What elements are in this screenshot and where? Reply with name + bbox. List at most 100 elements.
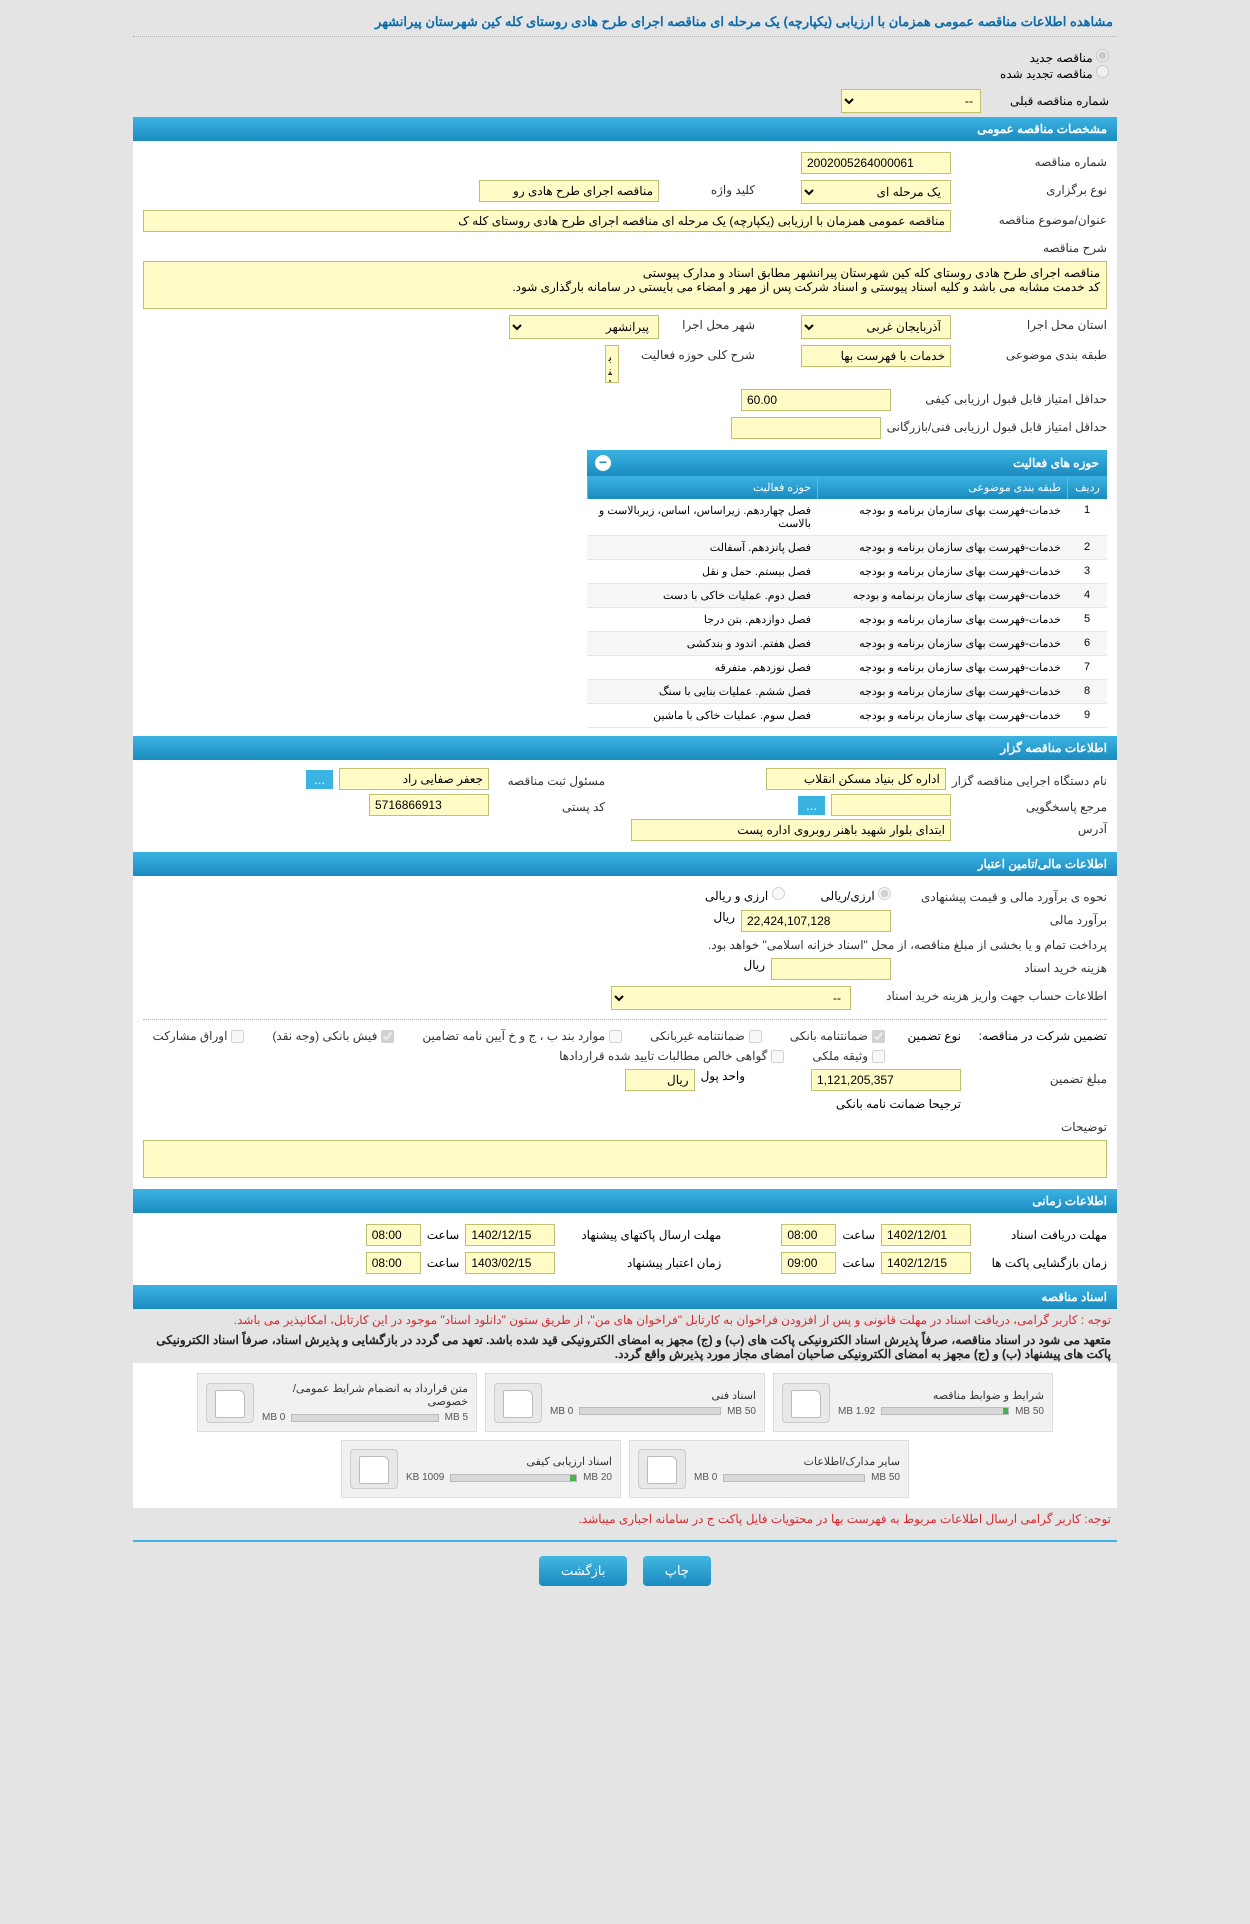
- docs-warn-1: توجه : کاربر گرامی، دریافت اسناد در مهلت…: [133, 1309, 1117, 1331]
- min-tech-field: [731, 417, 881, 439]
- th-act: حوزه فعالیت: [587, 476, 817, 499]
- section-timing-header: اطلاعات زمانی: [133, 1189, 1117, 1213]
- table-row: 8خدمات-فهرست بهای سازمان برنامه و بودجهف…: [587, 680, 1107, 704]
- topic-label: طبقه بندی موضوعی: [957, 345, 1107, 362]
- section-documents-header: اسناد مناقصه: [133, 1285, 1117, 1309]
- min-qual-field: [741, 389, 891, 411]
- province-label: استان محل اجرا: [957, 315, 1107, 332]
- desc-field: مناقصه اجرای طرح هادی روستای کله کین شهر…: [143, 261, 1107, 309]
- guarantee-type-label: نوع تضمین: [891, 1029, 961, 1043]
- unit-label: واحد پول: [701, 1069, 745, 1083]
- subject-label: عنوان/موضوع مناقصه: [957, 210, 1107, 227]
- back-button[interactable]: بازگشت: [539, 1556, 627, 1586]
- activities-table: حوزه های فعالیت − ردیف طبقه بندی موضوعی …: [587, 450, 1107, 728]
- folder-icon: [638, 1449, 686, 1489]
- doc-card[interactable]: اسناد ارزیابی کیفی 20 MB1009 KB: [341, 1440, 621, 1498]
- th-idx: ردیف: [1067, 476, 1107, 499]
- keyword-field: [479, 180, 659, 202]
- note-label: توضیحات: [967, 1117, 1107, 1134]
- doc-cost-field: [771, 958, 891, 980]
- activities-title: حوزه های فعالیت: [1013, 456, 1099, 470]
- table-row: 2خدمات-فهرست بهای سازمان برنامه و بودجهف…: [587, 536, 1107, 560]
- chk-stock[interactable]: اوراق مشارکت: [152, 1029, 244, 1043]
- acct-select[interactable]: --: [611, 986, 851, 1010]
- collapse-icon[interactable]: −: [595, 455, 611, 471]
- docs-warn-2: متعهد می شود در اسناد مناقصه، صرفاً پذیر…: [133, 1331, 1117, 1363]
- table-row: 4خدمات-فهرست بهای سازمان برنمامه و بودجه…: [587, 584, 1107, 608]
- t-submit-label: مهلت ارسال پاکتهای پیشنهاد: [561, 1228, 721, 1242]
- radio-new[interactable]: مناقصه جدید: [1030, 51, 1109, 65]
- doc-card[interactable]: سایر مدارک/اطلاعات 50 MB0 MB: [629, 1440, 909, 1498]
- radio-new-label: مناقصه جدید: [1030, 51, 1093, 65]
- page-title: مشاهده اطلاعات مناقصه عمومی همزمان با ار…: [133, 8, 1117, 37]
- t-receive-label: مهلت دریافت اسناد: [977, 1228, 1107, 1242]
- g-amount-label: مبلغ تضمین: [967, 1069, 1107, 1086]
- t-receive-time: [781, 1224, 836, 1246]
- unit-field: [625, 1069, 695, 1091]
- contact-field: [831, 794, 951, 816]
- tender-no-label: شماره مناقصه: [957, 152, 1107, 169]
- docs-warn-3: توجه: کاربر گرامی ارسال اطلاعات مربوط به…: [133, 1508, 1117, 1530]
- chk-case[interactable]: موارد بند ب ، ج و خ آیین نامه تضامین: [422, 1029, 622, 1043]
- type-label: نوع برگزاری: [957, 180, 1107, 197]
- th-cat: طبقه بندی موضوعی: [817, 476, 1067, 499]
- resp-field: [339, 768, 489, 790]
- chk-nonbank[interactable]: ضمانتنامه غیربانکی: [650, 1029, 762, 1043]
- t-submit-time: [366, 1224, 421, 1246]
- prev-tender-select[interactable]: --: [841, 89, 981, 113]
- doc-cost-label: هزینه خرید اسناد: [897, 958, 1107, 975]
- table-row: 6خدمات-فهرست بهای سازمان برنامه و بودجهف…: [587, 632, 1107, 656]
- table-row: 7خدمات-فهرست بهای سازمان برنامه و بودجهف…: [587, 656, 1107, 680]
- topic-field: [801, 345, 951, 367]
- amount-label: برآورد مالی: [897, 910, 1107, 927]
- contact-lookup-button[interactable]: ...: [798, 796, 825, 815]
- table-row: 5خدمات-فهرست بهای سازمان برنامه و بودجهف…: [587, 608, 1107, 632]
- desc-label: شرح مناقصه: [957, 238, 1107, 255]
- city-select[interactable]: پیرانشهر: [509, 315, 659, 339]
- subject-field: [143, 210, 951, 232]
- address-label: آدرس: [957, 819, 1107, 836]
- opt-rial[interactable]: ارزی/ریالی: [821, 887, 891, 903]
- table-row: 9خدمات-فهرست بهای سازمان برنامه و بودجهف…: [587, 704, 1107, 728]
- t-submit-date: [465, 1224, 555, 1246]
- currency-label: ریال: [713, 910, 735, 924]
- t-valid-time: [366, 1252, 421, 1274]
- org-field: [766, 768, 946, 790]
- province-select[interactable]: آذربایجان غربی: [801, 315, 951, 339]
- resp-label: مسئول ثبت مناقصه: [495, 771, 605, 788]
- doc-card[interactable]: شرایط و ضوابط مناقصه 50 MB1.92 MB: [773, 1373, 1053, 1432]
- keyword-label: کلید واژه: [665, 180, 755, 197]
- activity-desc-label: شرح کلی حوزه فعالیت: [625, 345, 755, 362]
- doc-card[interactable]: متن قرارداد به انضمام شرایط عمومی/خصوصی …: [197, 1373, 477, 1432]
- pref-note: ترجیحا ضمانت نامه بانکی: [836, 1097, 961, 1111]
- postal-label: کد پستی: [495, 797, 605, 814]
- chk-cert[interactable]: گواهی خالص مطالبات تایید شده قراردادها: [559, 1049, 784, 1063]
- chk-bank[interactable]: ضمانتنامه بانکی: [790, 1029, 885, 1043]
- t-open-date: [881, 1252, 971, 1274]
- city-label: شهر محل اجرا: [665, 315, 755, 332]
- section-general-header: مشخصات مناقصه عمومی: [133, 117, 1117, 141]
- min-qual-label: حداقل امتیاز قابل قبول ارزیابی کیفی: [897, 389, 1107, 406]
- section-financial-header: اطلاعات مالی/تامین اعتبار: [133, 852, 1117, 876]
- print-button[interactable]: چاپ: [643, 1556, 711, 1586]
- radio-renewed-label: مناقصه تجدید شده: [1000, 67, 1093, 81]
- t-open-label: زمان بازگشایی پاکت ها: [977, 1256, 1107, 1270]
- radio-renewed[interactable]: مناقصه تجدید شده: [1000, 67, 1109, 81]
- t-open-time: [781, 1252, 836, 1274]
- payment-note: پرداخت تمام و یا بخشی از مبلغ مناقصه، از…: [708, 938, 1107, 952]
- g-amount-field: [811, 1069, 961, 1091]
- doc-card[interactable]: اسناد فنی 50 MB0 MB: [485, 1373, 765, 1432]
- t-valid-date: [465, 1252, 555, 1274]
- type-select[interactable]: یک مرحله ای: [801, 180, 951, 204]
- org-label: نام دستگاه اجرایی مناقصه گزار: [952, 771, 1107, 788]
- amount-field: [741, 910, 891, 932]
- opt-both[interactable]: ارزی و ریالی: [705, 887, 785, 903]
- folder-icon: [782, 1383, 830, 1423]
- chk-property[interactable]: وثیقه ملکی: [812, 1049, 885, 1063]
- postal-field: [369, 794, 489, 816]
- resp-lookup-button[interactable]: ...: [306, 770, 333, 789]
- chk-fish[interactable]: فیش بانکی (وجه نقد): [272, 1029, 394, 1043]
- section-organizer-header: اطلاعات مناقصه گزار: [133, 736, 1117, 760]
- table-row: 1خدمات-فهرست بهای سازمان برنامه و بودجهف…: [587, 499, 1107, 536]
- t-valid-label: زمان اعتبار پیشنهاد: [561, 1256, 721, 1270]
